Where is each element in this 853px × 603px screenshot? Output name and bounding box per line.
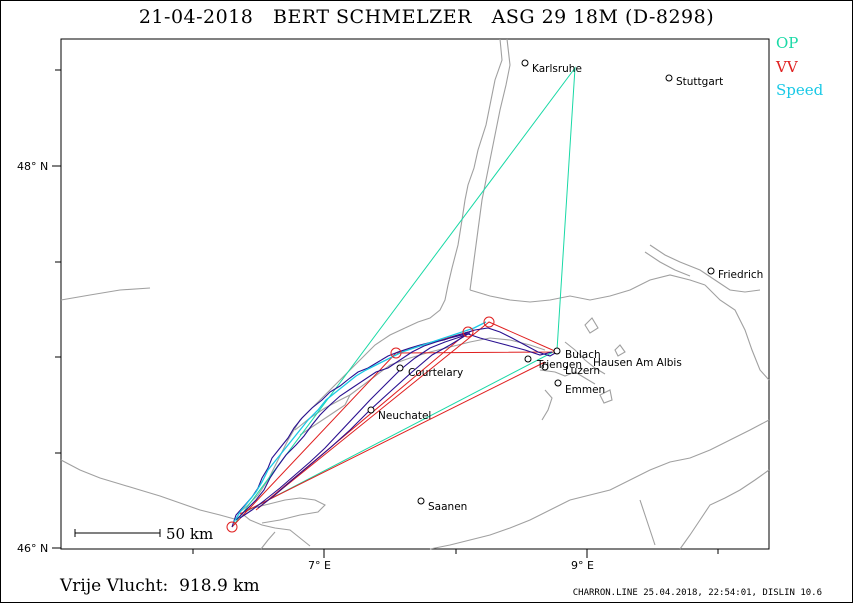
border-german-swiss (469, 274, 706, 303)
marker-saanen (417, 497, 425, 505)
city-label-saanen: Saanen (428, 501, 467, 513)
turnpoints (226, 316, 495, 533)
track-3 (239, 332, 471, 519)
marker-luzern (541, 363, 549, 371)
op-route (232, 66, 576, 527)
lake-constance-2 (644, 251, 691, 277)
track-5 (467, 333, 553, 356)
vv-route (231, 321, 558, 528)
alps-border (569, 419, 770, 501)
marker-neuchatel (367, 406, 375, 414)
turnpoint-1 (390, 347, 402, 359)
french-border (239, 511, 311, 547)
italy-lakes (639, 499, 656, 546)
map-title: 21-04-2018 BERT SCHMELZER ASG 29 18M (D-… (0, 6, 853, 28)
turnpoint-2 (462, 326, 474, 338)
title-glider: ASG 29 18M (D-8298) (491, 6, 715, 28)
lat-label-46: 46° N (17, 542, 48, 555)
lake-zurich (564, 341, 606, 375)
lake-neuchatel (294, 393, 352, 436)
lake-lucerne (539, 369, 596, 385)
marker-karlsruhe (521, 59, 529, 67)
title-date: 21-04-2018 (138, 6, 254, 28)
track-4 (257, 333, 469, 509)
scale-bar-label: 50 km (166, 525, 213, 543)
vosges-line (60, 287, 151, 301)
south-border-2 (679, 469, 770, 550)
vv-line (231, 321, 558, 528)
bottom-ticks (192, 549, 719, 558)
marker-friedrich (707, 267, 715, 275)
lakes-central (541, 389, 553, 421)
city-label-luzern: Luzern (565, 365, 600, 377)
lon-label-9: 9° E (571, 559, 594, 572)
city-label-stuttgart: Stuttgart (676, 76, 723, 88)
map-axes-box (60, 38, 770, 550)
city-label-hausen: Hausen Am Albis (593, 357, 682, 369)
city-label-emmen: Emmen (565, 384, 605, 396)
city-label-triengen: Triengen (536, 359, 582, 371)
western-border (60, 459, 239, 521)
city-label-bulach: Bulach (565, 349, 601, 361)
turnpoint-start (226, 521, 238, 533)
legend-item-op: OP (776, 34, 799, 52)
map-background (60, 38, 770, 550)
west-line-2 (260, 531, 276, 550)
marker-bulach (553, 347, 561, 355)
marker-hausen (524, 355, 532, 363)
city-label-courtelary: Courtelary (408, 367, 463, 379)
lake-geneva (244, 497, 326, 524)
turnpoint-3 (483, 316, 495, 328)
marker-emmen (554, 379, 562, 387)
city-markers (367, 59, 715, 505)
op-line (232, 66, 576, 527)
city-label-friedrich: Friedrich (718, 269, 763, 281)
south-border (429, 499, 571, 550)
lon-label-7: 7° E (308, 559, 331, 572)
scale-bar (74, 529, 161, 537)
footer-info: CHARRON.LINE 25.04.2018, 22:54:01, DISLI… (572, 588, 822, 598)
title-pilot: BERT SCHMELZER (273, 6, 472, 28)
track-main (231, 327, 558, 528)
small-lake-3 (599, 389, 613, 404)
legend-item-speed: Speed (776, 81, 824, 99)
vv-line-return (239, 361, 546, 515)
lat-label-48: 48° N (17, 160, 48, 173)
border-north-rhine (404, 38, 503, 329)
city-label-karlsruhe: Karlsruhe (532, 63, 582, 75)
rhine-valley (469, 38, 511, 291)
flight-distance-value: 918.9 km (179, 576, 260, 596)
lake-constance (649, 244, 761, 293)
left-ticks (52, 69, 61, 549)
marker-stuttgart (665, 74, 673, 82)
small-lake-1 (584, 317, 599, 334)
flight-distance-label: Vrije Vlucht: (60, 576, 169, 596)
city-label-neuchatel: Neuchatel (378, 410, 431, 422)
speed-track (233, 321, 487, 523)
swiss-border-east (704, 284, 770, 381)
flight-distance: Vrije Vlucht: 918.9 km (60, 576, 260, 596)
legend-item-vv: VV (776, 57, 798, 76)
legend: OP VV Speed (776, 32, 823, 103)
flight-track (231, 321, 558, 528)
small-lake-2 (614, 344, 626, 357)
marker-courtelary (396, 364, 404, 372)
track-2 (235, 329, 475, 521)
